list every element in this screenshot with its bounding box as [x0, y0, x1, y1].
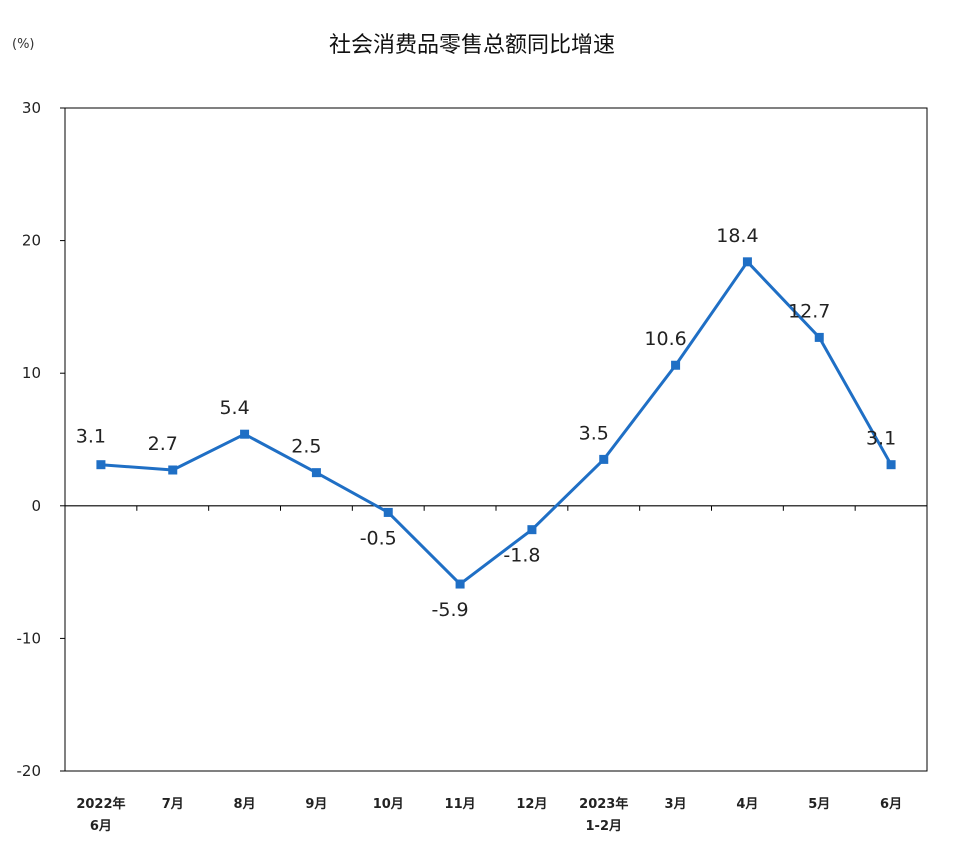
plot-area-frame [64, 107, 928, 772]
x-tick-label: 9月 [305, 797, 327, 812]
y-tick-label: -10 [17, 629, 42, 647]
x-tick-label-line: 7月 [162, 797, 184, 812]
data-point-marker [527, 525, 537, 535]
x-tick-label: 12月 [516, 797, 547, 812]
data-point-marker [240, 429, 250, 439]
y-tick-label: 30 [22, 99, 41, 117]
x-tick-label: 3月 [665, 797, 687, 812]
x-tick-label-line: 2023年 [579, 796, 628, 812]
x-tick-label-line: 11月 [445, 797, 476, 812]
data-label: 18.4 [716, 225, 758, 247]
axes: 30 20 10 0 -10 -20 [17, 99, 928, 780]
x-tick-label: 5月 [808, 797, 830, 812]
chart-title: 社会消费品零售总额同比增速 [329, 33, 615, 58]
data-label: 12.7 [788, 300, 830, 322]
x-tick-label-line: 6月 [90, 819, 112, 834]
x-tick-label-line: 4月 [736, 797, 758, 812]
x-tick-label-line: 5月 [808, 797, 830, 812]
data-point-marker [886, 460, 896, 470]
data-point-marker [455, 579, 465, 589]
y-tick-label: 10 [22, 364, 41, 382]
data-point-marker [168, 465, 178, 475]
data-label: 10.6 [644, 328, 686, 350]
data-point-marker [383, 507, 393, 517]
x-tick-label-line: 10月 [373, 797, 404, 812]
x-tick-label: 2022年 6月 [76, 796, 125, 834]
data-label: -0.5 [360, 527, 397, 549]
data-label: 2.7 [148, 433, 178, 455]
data-label: 2.5 [291, 436, 321, 458]
data-label: 3.1 [76, 426, 106, 448]
x-tick-label: 8月 [234, 797, 256, 812]
x-tick-label-line: 3月 [665, 797, 687, 812]
y-tick-label: -20 [17, 762, 42, 780]
x-tick-label-layer: 2022年 6月 7月 8月 9月 10月 11月 12月 2023年 1-2月 3月 4月 5月 6月 [76, 796, 902, 834]
y-tick-label: 0 [31, 497, 41, 515]
data-point-marker [671, 360, 681, 370]
x-tick-label-line: 1-2月 [586, 819, 623, 834]
x-tick-label: 11月 [445, 797, 476, 812]
data-label: -5.9 [432, 599, 469, 621]
x-tick-label: 4月 [736, 797, 758, 812]
data-point-marker [96, 460, 106, 470]
x-tick-label-line: 12月 [516, 797, 547, 812]
x-tick-label-line: 8月 [234, 797, 256, 812]
x-tick-label: 2023年 1-2月 [579, 796, 628, 834]
data-label: 3.5 [579, 422, 609, 444]
y-tick-label: 20 [22, 232, 41, 250]
data-point-marker [311, 468, 321, 478]
y-unit-label: (%) [12, 37, 35, 52]
data-label-layer: 3.1 2.7 5.4 2.5 -0.5 -5.9 -1.8 3.5 10.6 18.4 12.7 3… [76, 225, 896, 621]
data-label: 5.4 [219, 397, 249, 419]
data-point-marker [814, 332, 824, 342]
data-label: 3.1 [866, 428, 896, 450]
series-line [100, 260, 893, 586]
x-tick-label-line: 6月 [880, 797, 902, 812]
series-line-layer [100, 260, 893, 586]
x-tick-label: 7月 [162, 797, 184, 812]
x-tick-label: 10月 [373, 797, 404, 812]
x-tick-label-line: 9月 [305, 797, 327, 812]
data-point-marker [742, 257, 752, 267]
x-tick-label-line: 2022年 [76, 796, 125, 812]
data-label: -1.8 [503, 545, 540, 567]
x-tick-label: 6月 [880, 797, 902, 812]
data-point-marker [599, 454, 609, 464]
marker-layer [96, 257, 896, 589]
